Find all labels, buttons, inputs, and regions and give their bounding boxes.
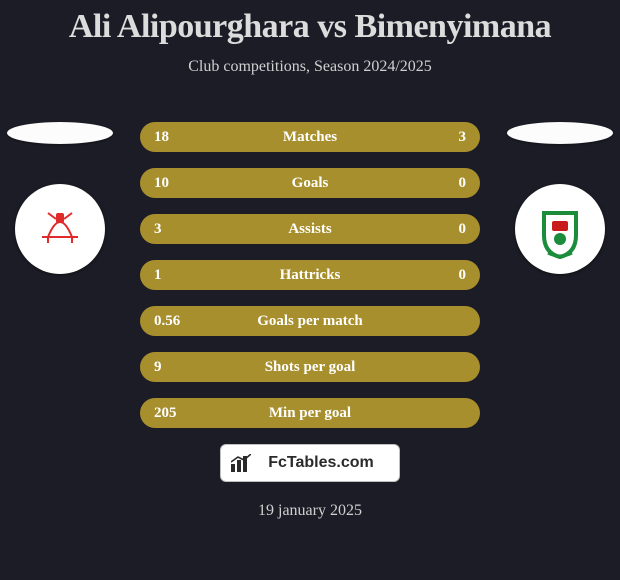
- flag-icon: [507, 122, 613, 144]
- stat-row: 205 Min per goal: [140, 398, 480, 428]
- vs-label: vs: [317, 8, 346, 45]
- club-left-icon: [28, 197, 92, 261]
- stat-row: 10 Goals 0: [140, 168, 480, 198]
- stat-right-value: 0: [459, 168, 467, 198]
- brand-box[interactable]: FcTables.com: [220, 444, 400, 482]
- stat-row: 3 Assists 0: [140, 214, 480, 244]
- player2-name: Bimenyimana: [355, 8, 552, 45]
- stat-label: Assists: [140, 214, 480, 244]
- stat-label: Goals per match: [140, 306, 480, 336]
- stat-label: Goals: [140, 168, 480, 198]
- player1-name: Ali Alipourghara: [69, 8, 309, 45]
- stat-label: Hattricks: [140, 260, 480, 290]
- chart-icon: [231, 454, 251, 472]
- stats-list: 18 Matches 3 10 Goals 0 3 Assists 0 1 Ha…: [140, 122, 480, 444]
- stat-right-value: 3: [459, 122, 467, 152]
- stat-label: Min per goal: [140, 398, 480, 428]
- stat-right-value: 0: [459, 260, 467, 290]
- flag-icon: [7, 122, 113, 144]
- right-player-column: [500, 122, 620, 274]
- stat-label: Shots per goal: [140, 352, 480, 382]
- left-player-column: [0, 122, 120, 274]
- stat-row: 18 Matches 3: [140, 122, 480, 152]
- club-badge-left: [15, 184, 105, 274]
- brand-text: FcTables.com: [268, 454, 374, 471]
- comparison-card: Ali Alipourghara vs Bimenyimana Club com…: [0, 0, 620, 580]
- stat-right-value: 0: [459, 214, 467, 244]
- club-badge-right: [515, 184, 605, 274]
- subtitle: Club competitions, Season 2024/2025: [0, 58, 620, 76]
- club-right-icon: [528, 197, 592, 261]
- stat-row: 0.56 Goals per match: [140, 306, 480, 336]
- stat-row: 1 Hattricks 0: [140, 260, 480, 290]
- footer-date: 19 january 2025: [0, 502, 620, 520]
- stat-label: Matches: [140, 122, 480, 152]
- page-title: Ali Alipourghara vs Bimenyimana: [0, 0, 620, 46]
- footer-brand: FcTables.com: [0, 444, 620, 482]
- stat-row: 9 Shots per goal: [140, 352, 480, 382]
